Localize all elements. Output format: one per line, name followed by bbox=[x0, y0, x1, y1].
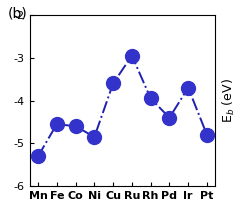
Text: (b): (b) bbox=[7, 6, 27, 20]
Y-axis label: E$_b$ (eV): E$_b$ (eV) bbox=[221, 78, 237, 123]
